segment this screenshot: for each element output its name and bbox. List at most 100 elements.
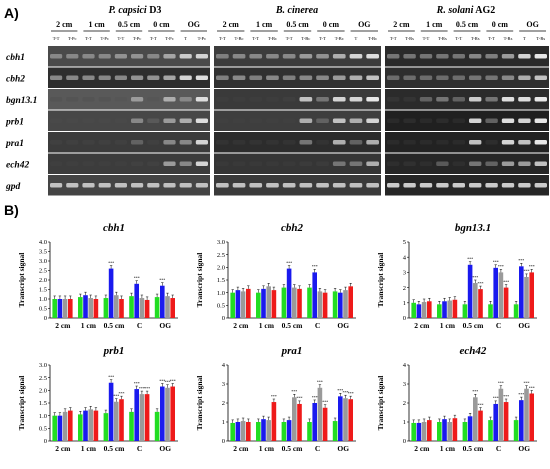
significance-mark: *** [503,394,509,399]
gel-band [232,139,246,145]
y-axis-label: Transcript signal [17,253,26,308]
y-tick-label: 2 [222,400,225,407]
gel-band [50,118,63,124]
gel-band [216,161,229,167]
gel-band [366,182,379,188]
gel-band [195,75,208,81]
gel-row [385,110,549,131]
bar-charts: cbh1 Transcript signal 0 0.5 1.0 1.5 2.0 2.5 3.0… [17,222,537,453]
gel-band [316,75,329,81]
significance-mark: *** [478,402,484,407]
significance-mark: *** [170,378,176,383]
bar [292,287,297,318]
bar [235,422,241,441]
gel-band [98,139,111,145]
condition-label: 0.5 cm [286,20,309,29]
bar [160,386,165,441]
gel-band [387,75,400,81]
bar [129,296,134,318]
gel-band [349,139,363,145]
gel-band [131,96,144,102]
gel-band [469,75,482,81]
gel-band [232,96,246,102]
gel-band [82,161,95,167]
x-tick-label: OG [337,444,349,453]
bar [498,272,504,318]
bar [338,396,343,441]
bar [129,411,134,441]
gel-band [485,118,498,124]
gel-band [232,182,246,188]
gel-band [66,182,79,188]
gel-row [385,175,549,196]
bar [52,299,57,318]
gel-band [366,96,379,102]
lane-label: T-T [150,36,157,41]
gel-band [282,118,296,124]
gel-band [403,182,416,188]
gel-band [419,182,433,188]
lane-label: T-T [252,36,259,41]
significance-mark: *** [286,260,292,265]
bar [524,388,529,441]
x-tick-label: 1 cm [259,444,275,453]
bar [83,295,88,318]
bar [144,394,150,441]
bar [488,304,493,318]
significance-mark: *** [478,281,484,286]
bar [240,421,246,441]
x-tick-label: 1 cm [81,444,97,453]
gel-band [131,161,144,167]
gel-band [266,75,279,81]
gel-band [282,161,296,167]
gel-band [82,96,95,102]
bar [307,287,312,318]
bar [338,292,343,318]
significance-mark: *** [322,400,328,405]
gel-row [385,46,549,67]
significance-mark: *** [337,388,343,393]
gel-row [48,153,210,174]
gel-band [469,53,482,59]
chart-title: bgn13.1 [455,222,491,234]
significance-mark: *** [498,264,504,269]
gel-band [332,182,346,188]
bar [134,389,139,441]
significance-mark: *** [119,391,125,396]
gel-band [366,53,379,59]
gel-band [452,139,465,145]
y-tick-label: 3.0 [217,239,225,246]
gel-row [214,132,381,153]
gel-band [349,75,363,81]
bar [281,287,287,318]
y-tick-label: 4 [403,362,407,369]
bar [286,268,292,318]
bar [493,403,498,441]
gel-band [366,75,379,81]
gel-band [518,182,531,188]
bar [411,302,416,318]
gel-band [332,53,346,59]
bar [437,304,442,318]
significance-mark: *** [159,277,165,282]
gel-band [501,118,515,124]
gel-band [403,75,416,81]
gel-band [419,96,433,102]
gel-band [50,161,63,167]
bar [230,422,235,441]
bar [134,283,139,318]
gel-row [214,153,381,174]
gel-band [436,96,449,102]
significance-mark: *** [291,389,297,394]
gel-band [436,161,449,167]
bar [427,301,432,318]
gel-band [232,161,246,167]
lane-label: T-T [455,36,462,41]
condition-label: 0.5 cm [456,20,479,29]
gel-band [98,118,111,124]
lane-label: T-Rs [471,36,480,41]
gel-band [387,96,400,102]
bar [78,297,83,318]
gel-band [387,118,400,124]
lane-label: T-Rs [504,36,513,41]
